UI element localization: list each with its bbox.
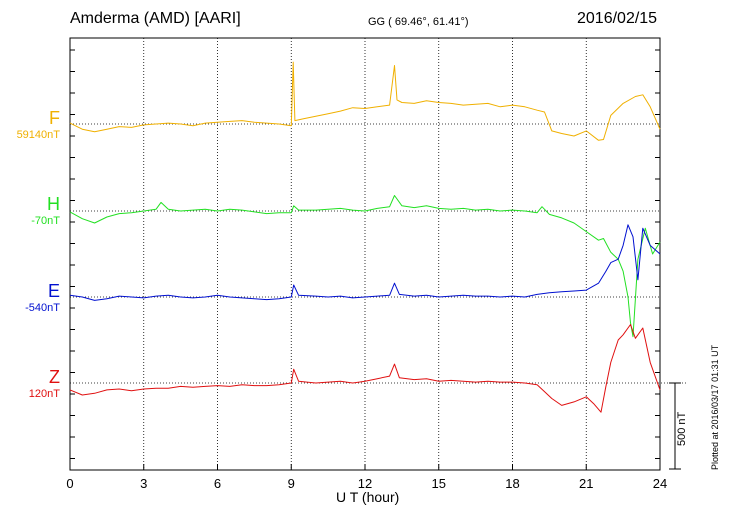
- series-line-h: [69, 195, 661, 338]
- x-tick-label: 18: [505, 476, 519, 491]
- station-title: Amderma (AMD) [AARI]: [70, 10, 241, 27]
- station-coordinates: GG ( 69.46°, 61.41°): [368, 16, 469, 28]
- component-e-name: E: [47, 281, 60, 301]
- component-f-baseline: 59140nT: [16, 129, 60, 141]
- component-f-name: F: [49, 108, 60, 128]
- plotted-timestamp: Plotted at 2016/03/17 01:31 UT: [710, 344, 720, 470]
- x-tick-label: 21: [579, 476, 593, 491]
- component-z: Z 120nT: [0, 367, 60, 400]
- x-tick-label: 12: [358, 476, 372, 491]
- plot-date: 2016/02/15: [577, 10, 658, 27]
- component-h-name: H: [47, 194, 60, 214]
- component-e-baseline: -540nT: [25, 302, 60, 314]
- component-e: E -540nT: [0, 281, 60, 314]
- scale-bar-label: 500 nT: [676, 411, 688, 446]
- x-tick-label: 3: [140, 476, 147, 491]
- x-tick-label: 9: [288, 476, 295, 491]
- component-h-baseline: -70nT: [31, 215, 60, 227]
- series-line-z: [69, 324, 661, 413]
- series-line-f: [69, 61, 661, 141]
- component-z-baseline: 120nT: [28, 388, 60, 400]
- x-axis-label: U T (hour): [336, 489, 400, 505]
- series-line-e: [69, 224, 661, 301]
- x-tick-label: 6: [214, 476, 221, 491]
- component-f: F 59140nT: [0, 108, 60, 141]
- component-z-name: Z: [49, 367, 60, 387]
- x-tick-label: 24: [653, 476, 667, 491]
- x-tick-label: 15: [432, 476, 446, 491]
- component-h: H -70nT: [0, 194, 60, 227]
- x-tick-label: 0: [66, 476, 73, 491]
